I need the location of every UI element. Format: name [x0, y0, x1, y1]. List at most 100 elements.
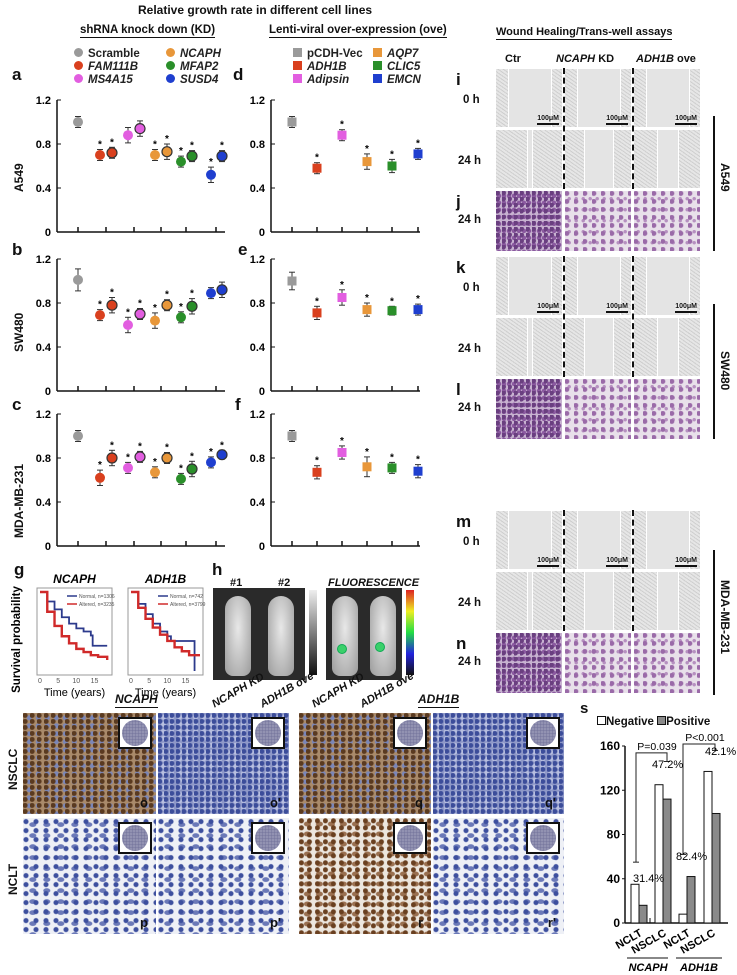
cell-line-label: A549: [718, 163, 732, 192]
legend-marker: [74, 74, 83, 83]
time-label: 24 h: [458, 155, 482, 167]
bar-negative: [630, 883, 640, 924]
data-point: [413, 149, 423, 159]
ihc-panel-label: q: [415, 795, 423, 810]
x-tick-label: 5: [147, 678, 151, 685]
scatter-panel-d: 0 0.4 0.8 1.2 * * * * *: [250, 95, 423, 239]
percent-label: 31.4%: [633, 873, 664, 885]
data-point: [387, 463, 397, 473]
legend-label: ADH1B: [307, 61, 347, 73]
data-point: [73, 274, 83, 285]
y-tick-label: 0.4: [250, 497, 266, 509]
p-value: P<0.001: [685, 732, 725, 744]
divider-dashed: [563, 256, 565, 377]
legend-label: Altered, n=3799: [170, 602, 206, 608]
time-label: 0 h: [463, 282, 480, 294]
ihc-image: r': [432, 817, 565, 935]
fluorescence-label: FLUORESCENCE: [328, 577, 420, 589]
wound-image: 100μM: [495, 510, 563, 570]
y-tick-label: 160: [600, 739, 620, 753]
col-adh1b-ove: ADH1B ove: [636, 53, 696, 65]
y-tick-label: 1.2: [250, 95, 265, 107]
scale-bar: 100μM: [537, 115, 559, 125]
bar-positive: [638, 904, 648, 924]
data-point: [312, 467, 322, 477]
data-point: [387, 161, 397, 171]
significance-star: *: [220, 141, 224, 152]
wound-image: 100μM: [564, 68, 632, 128]
divider-dashed: [563, 510, 565, 631]
significance-star: *: [416, 294, 420, 305]
data-point: [186, 300, 198, 312]
legend-label: Altered, n=3235: [79, 602, 115, 608]
transwell-image: [633, 190, 701, 252]
significance-star: *: [416, 138, 420, 149]
scatter-panel-f: 0 0.4 0.8 1.2 * * * * *: [250, 409, 423, 553]
significance-star: *: [153, 457, 157, 468]
data-point: [176, 473, 186, 484]
y-tick-label: 0: [45, 541, 51, 553]
y-tick-label: 0.8: [250, 139, 265, 151]
mouse-label-2: #2: [278, 577, 291, 589]
intensity-scale-bar: [309, 590, 317, 675]
divider-dashed: [563, 68, 565, 189]
transwell-image: [495, 378, 563, 440]
data-point: [161, 452, 173, 464]
legend-label: SUSD4: [180, 74, 219, 86]
panel-label-m: m: [456, 512, 472, 531]
condition: ove: [676, 53, 696, 65]
data-point: [362, 157, 372, 167]
survival-curve: [131, 590, 200, 657]
y-axis-label: Survival probability: [11, 586, 23, 693]
significance-star: *: [153, 140, 157, 151]
ihc-gene-adh1b: ADH1B: [418, 692, 460, 708]
survival-curve: [40, 590, 109, 660]
legend-label: MFAP2: [180, 61, 219, 73]
cell-line-bracket: [713, 304, 715, 439]
legend-marker: [166, 61, 175, 70]
panel-label-k: k: [456, 258, 466, 277]
data-point: [123, 462, 133, 473]
significance-star: *: [365, 447, 369, 458]
data-point: [337, 293, 347, 302]
data-point: [287, 276, 297, 286]
significance-star: *: [416, 455, 420, 466]
data-point: [206, 288, 216, 299]
mouse-photo-bright: [213, 588, 305, 680]
legend-label: Normal, n=1306: [79, 594, 115, 600]
significance-star: *: [179, 463, 183, 474]
significance-star: *: [340, 280, 344, 291]
data-point: [206, 457, 216, 468]
legend-marker: [373, 61, 382, 70]
legend-label: EMCN: [387, 74, 421, 86]
significance-star: *: [209, 447, 213, 458]
cell-line-label: SW480: [718, 351, 732, 391]
legend-marker: [166, 74, 175, 83]
panel-label-h: h: [212, 560, 223, 579]
y-tick-label: 0.4: [36, 497, 52, 509]
y-tick-label: 0.4: [36, 342, 52, 354]
percent-label: 47.2%: [652, 759, 683, 771]
legend-label: FAM111B: [88, 61, 139, 73]
x-tick-label: 10: [72, 678, 80, 685]
mouse-label-1: #1: [230, 577, 243, 589]
significance-star: *: [138, 299, 142, 310]
y-tick-label: 0.4: [36, 183, 52, 195]
bar-positive: [711, 812, 721, 924]
y-tick-label: 0.8: [250, 298, 265, 310]
legend-item: MS4A15: [74, 74, 133, 86]
transwell-image: [495, 632, 563, 694]
ihc-image: q: [298, 712, 432, 815]
y-tick-label: 0.4: [250, 342, 266, 354]
legend-positive: Positive: [666, 716, 711, 728]
legend-label: pCDH-Vec: [307, 48, 363, 60]
transwell-image: [633, 378, 701, 440]
legend-item: AQP7: [373, 48, 418, 60]
panel-label-b: b: [12, 240, 23, 259]
bar-positive: [686, 876, 696, 924]
panel-label-f: f: [235, 395, 241, 414]
ihc-image: o': [157, 712, 290, 815]
plot-frame: [127, 587, 204, 676]
y-tick-label: 120: [600, 783, 620, 797]
wound-image: 100μM: [495, 68, 563, 128]
